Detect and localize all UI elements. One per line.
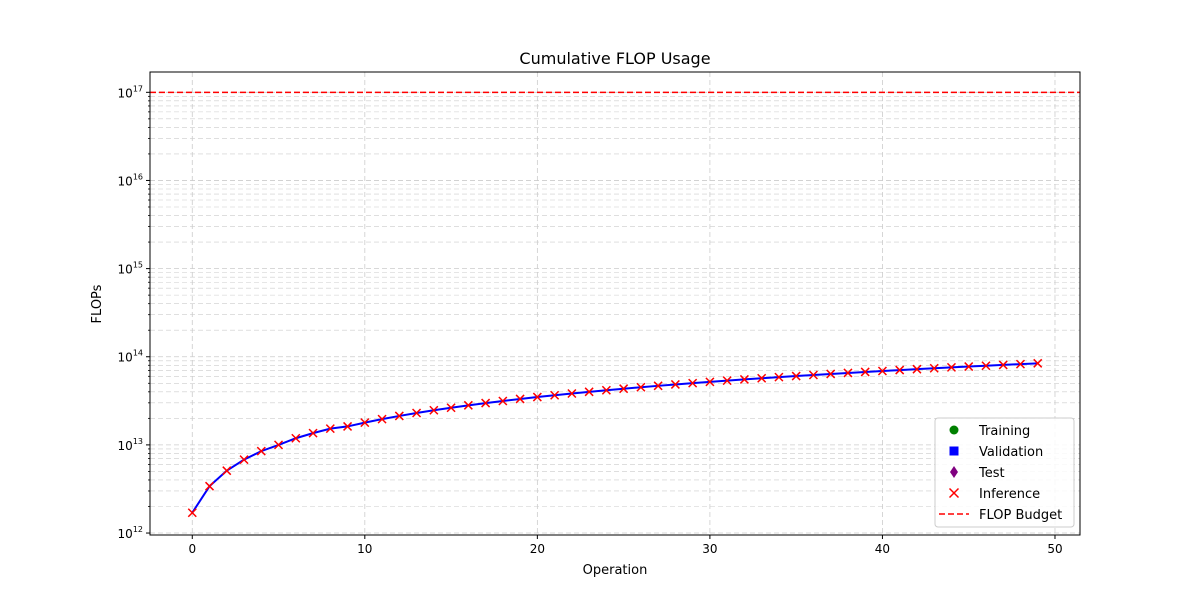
inference-point [1015,359,1026,369]
inference-point [274,440,284,450]
x-tick-label: 50 [1047,542,1062,556]
inference-point [826,369,836,379]
inference-point [739,374,749,384]
legend-training: Training [949,424,1030,439]
inference-point [636,382,646,392]
inference-point [722,376,732,386]
x-ticks: 0 10 20 30 40 50 [188,535,1063,556]
legend-box [934,417,1075,528]
legend-label: Validation [979,445,1043,460]
inference-point [291,433,301,443]
inference-point [912,364,922,374]
y-tick-label: 1015 [118,261,143,277]
inference-point [532,392,542,402]
inference-point [860,367,870,377]
inference-point [481,398,491,408]
test-marker-icon [950,466,958,478]
x-tick-label: 20 [530,542,545,556]
legend-label: Test [978,466,1005,481]
x-tick-label: 30 [702,542,717,556]
inference-point [705,377,715,387]
x-axis-label: Operation [583,563,648,578]
inference-point [843,368,853,378]
inference-marker-icon [948,487,960,499]
inference-point [429,405,439,415]
validation-marker-icon [949,446,959,456]
inference-point [515,394,525,404]
inference-point [877,366,887,376]
inference-point [601,385,611,395]
inference-point [204,481,215,491]
y-tick-label: 1014 [118,349,143,365]
inference-point [325,424,335,434]
inference-point [377,414,387,424]
inference-point [446,403,456,413]
inference-point [412,408,422,418]
inference-point [808,370,818,380]
inference-point [222,466,232,476]
training-marker-icon [949,425,959,435]
inference-point [653,381,663,391]
inference-point [239,455,249,465]
legend-label: Inference [979,487,1040,502]
x-tick-label: 10 [357,542,372,556]
y-tick-label: 1016 [118,172,143,188]
inference-point [360,418,370,428]
inference-point [774,372,784,382]
y-tick-label: 1013 [118,437,143,453]
y-tick-label: 1012 [118,525,143,541]
inference-point [567,388,577,399]
inference-point [394,411,404,421]
x-tick-label: 40 [875,542,890,556]
inference-point [187,508,197,518]
inference-point [1033,358,1043,368]
legend-label: FLOP Budget [979,508,1062,523]
inference-point [929,363,939,373]
grid-layer [150,72,1080,535]
legend-label: Training [978,424,1030,439]
inference-point [498,396,508,406]
inference-point [895,365,905,375]
inference-point [688,378,698,388]
series-layer [191,362,1038,514]
inference-point [791,371,801,381]
legend: Training Validation Test Inference FLOP Budg… [934,417,1075,528]
inference-point [757,373,767,383]
y-tick-label: 1017 [118,84,143,100]
y-ticks: 1012 1013 1014 1015 1016 1017 [118,84,150,541]
marker-layer [187,358,1043,518]
inference-point [619,384,629,394]
inference-point [463,400,473,410]
inference-point [964,362,974,372]
inference-point [946,362,956,372]
legend-test: Test [950,466,1005,481]
chart-title: Cumulative FLOP Usage [519,49,710,68]
inference-point [670,379,680,389]
legend-flop-budget: FLOP Budget [939,508,1062,523]
inference-point [256,446,266,456]
inference-point [998,360,1008,370]
x-tick-label: 0 [188,542,196,556]
legend-inference: Inference [948,487,1040,502]
inference-point [981,361,991,371]
inference-point [550,390,560,400]
inference-point [343,421,353,431]
inference-point [584,387,594,397]
cumulative-flops-line [191,362,1038,514]
inference-point [308,428,318,438]
y-axis-label: FLOPs [90,284,105,323]
legend-validation: Validation [949,445,1043,460]
